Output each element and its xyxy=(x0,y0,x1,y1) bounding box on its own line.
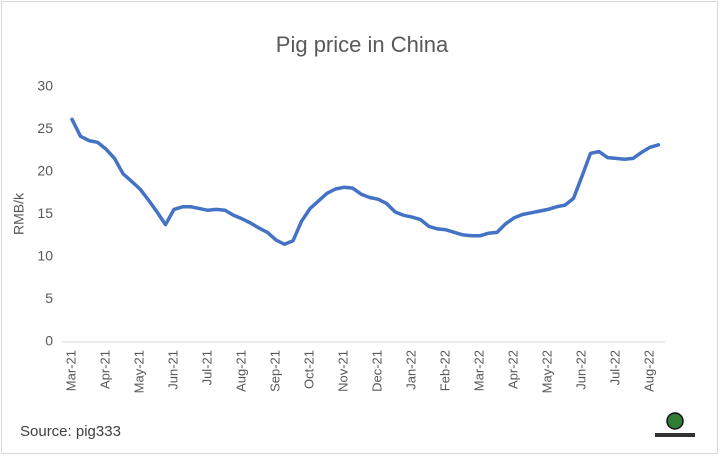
x-tick-label: Jul-21 xyxy=(199,350,214,385)
y-tick-label: 10 xyxy=(37,248,53,264)
y-tick-label: 25 xyxy=(37,120,53,136)
y-tick-label: 20 xyxy=(37,163,53,179)
y-tick-label: 0 xyxy=(45,333,53,349)
x-tick-label: Jan-22 xyxy=(403,350,418,390)
x-tick-label: Aug-22 xyxy=(641,350,656,392)
x-tick-label: Aug-21 xyxy=(233,350,248,392)
x-tick-label: May-22 xyxy=(539,350,554,393)
y-tick-label: 30 xyxy=(37,78,53,94)
logo-bar xyxy=(655,433,695,437)
x-tick-label: May-21 xyxy=(131,350,146,393)
x-tick-label: Mar-21 xyxy=(63,350,78,391)
x-tick-label: Mar-22 xyxy=(471,350,486,391)
y-axis-label: RMB/k xyxy=(11,192,27,235)
chart-frame xyxy=(1,1,718,454)
x-tick-label: Sep-21 xyxy=(267,350,282,392)
x-tick-label: Jun-21 xyxy=(165,350,180,390)
x-tick-label: Apr-21 xyxy=(97,350,112,389)
logo xyxy=(655,412,695,437)
chart-title: Pig price in China xyxy=(276,32,449,57)
x-tick-label: Dec-21 xyxy=(369,350,384,392)
logo-globe xyxy=(666,412,684,430)
x-tick-label: Jul-22 xyxy=(607,350,622,385)
x-tick-label: Oct-21 xyxy=(301,350,316,389)
y-tick-label: 5 xyxy=(45,290,53,306)
y-tick-label: 15 xyxy=(37,205,53,221)
source-note: Source: pig333 xyxy=(20,423,121,440)
line-series xyxy=(70,117,661,247)
x-tick-label: Nov-21 xyxy=(335,350,350,392)
x-tick-label: Feb-22 xyxy=(437,350,452,391)
x-tick-label: Jun-22 xyxy=(573,350,588,390)
x-tick-label: Apr-22 xyxy=(505,350,520,389)
